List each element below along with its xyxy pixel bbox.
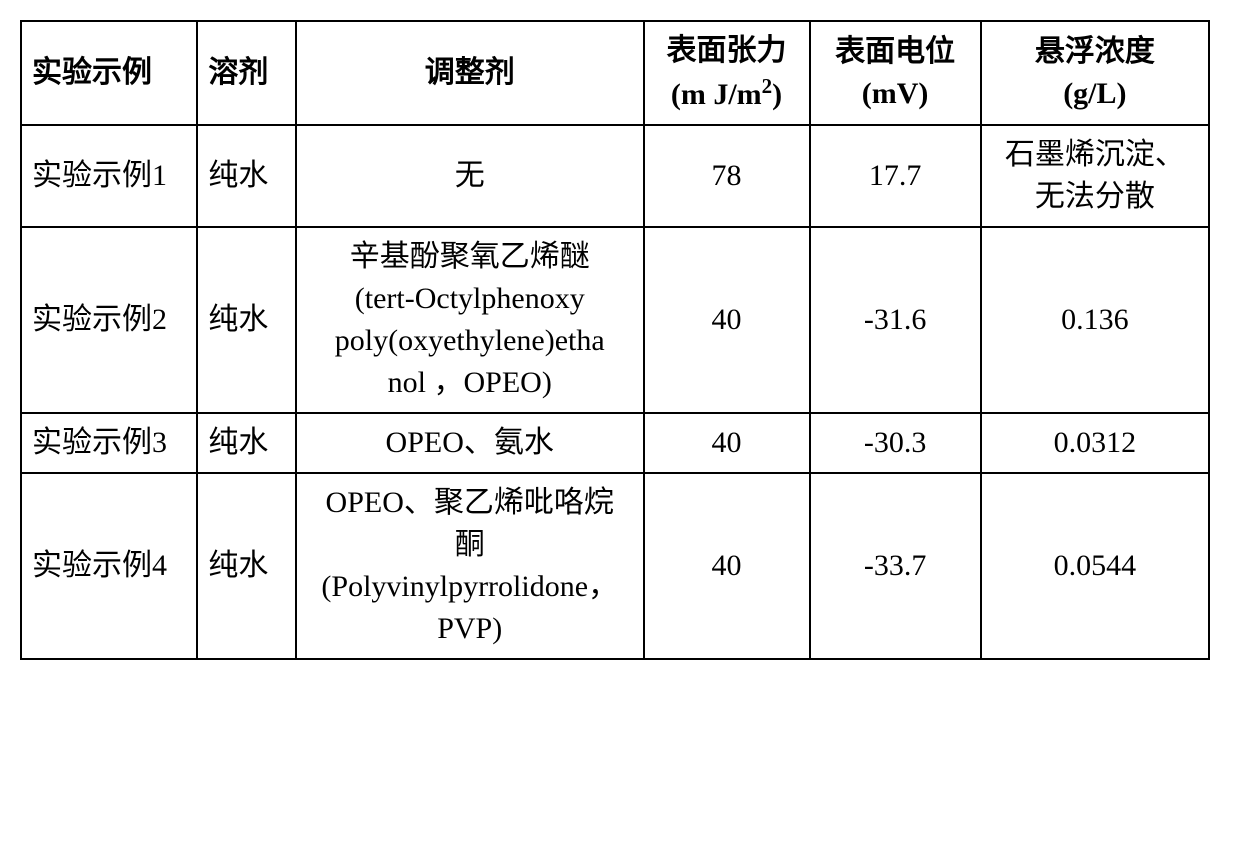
table-row: 实验示例2 纯水 辛基酚聚氧乙烯醚 (tert-Octylphenoxy pol… — [21, 227, 1209, 413]
cell-concentration-line2: 无法分散 — [1035, 180, 1155, 213]
cell-concentration: 0.0544 — [981, 473, 1209, 659]
cell-concentration: 石墨烯沉淀、 无法分散 — [981, 125, 1209, 227]
header-tension-line1: 表面张力 — [667, 34, 787, 67]
header-example: 实验示例 — [21, 21, 197, 125]
cell-modifier-line4: nol ，OPEO) — [388, 366, 552, 399]
cell-tension: 40 — [644, 473, 810, 659]
cell-potential: 17.7 — [810, 125, 981, 227]
cell-example: 实验示例2 — [21, 227, 197, 413]
cell-example: 实验示例1 — [21, 125, 197, 227]
cell-solvent: 纯水 — [197, 473, 296, 659]
header-tension: 表面张力 (m J/m2) — [644, 21, 810, 125]
table-row: 实验示例4 纯水 OPEO、聚乙烯吡咯烷 酮 (Polyvinylpyrroli… — [21, 473, 1209, 659]
header-concentration-line1: 悬浮浓度 — [1035, 35, 1155, 68]
cell-concentration: 0.0312 — [981, 413, 1209, 473]
cell-modifier-line1: 辛基酚聚氧乙烯醚 — [350, 240, 590, 273]
table-row: 实验示例3 纯水 OPEO、氨水 40 -30.3 0.0312 — [21, 413, 1209, 473]
cell-solvent: 纯水 — [197, 227, 296, 413]
header-potential-line2: (mV) — [862, 77, 929, 110]
cell-modifier-line2: 酮 — [455, 528, 485, 561]
header-potential: 表面电位 (mV) — [810, 21, 981, 125]
cell-modifier: OPEO、氨水 — [296, 413, 644, 473]
experiment-table: 实验示例 溶剂 调整剂 表面张力 (m J/m2) 表面电位 (mV) 悬浮浓度… — [20, 20, 1210, 660]
cell-modifier-line1: OPEO、聚乙烯吡咯烷 — [326, 486, 614, 519]
cell-modifier-line2: (tert-Octylphenoxy — [355, 282, 585, 315]
header-row: 实验示例 溶剂 调整剂 表面张力 (m J/m2) 表面电位 (mV) 悬浮浓度… — [21, 21, 1209, 125]
cell-solvent: 纯水 — [197, 125, 296, 227]
header-modifier: 调整剂 — [296, 21, 644, 125]
cell-concentration: 0.136 — [981, 227, 1209, 413]
cell-tension: 40 — [644, 227, 810, 413]
cell-modifier: 无 — [296, 125, 644, 227]
cell-solvent: 纯水 — [197, 413, 296, 473]
cell-tension: 40 — [644, 413, 810, 473]
cell-modifier: 辛基酚聚氧乙烯醚 (tert-Octylphenoxy poly(oxyethy… — [296, 227, 644, 413]
cell-modifier-line3: poly(oxyethylene)etha — [335, 324, 605, 357]
header-concentration: 悬浮浓度 (g/L) — [981, 21, 1209, 125]
table-row: 实验示例1 纯水 无 78 17.7 石墨烯沉淀、 无法分散 — [21, 125, 1209, 227]
cell-modifier-line4: PVP) — [437, 612, 502, 645]
cell-modifier-line3: (Polyvinylpyrrolidone， — [321, 570, 618, 603]
header-concentration-line2: (g/L) — [1063, 77, 1126, 110]
cell-tension: 78 — [644, 125, 810, 227]
cell-potential: -31.6 — [810, 227, 981, 413]
cell-potential: -33.7 — [810, 473, 981, 659]
cell-example: 实验示例4 — [21, 473, 197, 659]
header-tension-sup: 2 — [762, 74, 773, 98]
header-potential-line1: 表面电位 — [835, 35, 955, 68]
header-tension-prefix: (m J/m — [671, 78, 762, 111]
header-solvent: 溶剂 — [197, 21, 296, 125]
cell-modifier: OPEO、聚乙烯吡咯烷 酮 (Polyvinylpyrrolidone， PVP… — [296, 473, 644, 659]
cell-concentration-line1: 石墨烯沉淀、 — [1005, 138, 1185, 171]
cell-example: 实验示例3 — [21, 413, 197, 473]
cell-potential: -30.3 — [810, 413, 981, 473]
header-tension-suffix: ) — [772, 78, 782, 111]
